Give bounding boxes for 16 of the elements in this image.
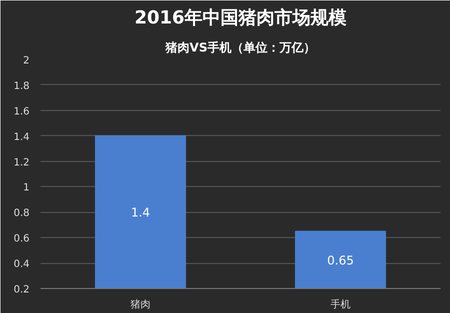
y-tick-label: 2 bbox=[23, 56, 30, 66]
x-tick-label: 手机 bbox=[330, 298, 350, 310]
y-tick-label: 0.4 bbox=[14, 259, 30, 270]
y-tick-label: 0.8 bbox=[14, 208, 30, 220]
y-tick-label: 0.2 bbox=[14, 284, 30, 296]
y-tick-label: 0.6 bbox=[14, 234, 30, 245]
chart-subtitle: 猪肉VS手机（单位：万亿） bbox=[164, 40, 316, 54]
x-tick-label: 猪肉 bbox=[130, 298, 150, 310]
chart-title: 2016年中国猪肉市场规模 bbox=[134, 8, 347, 28]
y-tick-label: 1.8 bbox=[14, 80, 30, 92]
data-label: 1.4 bbox=[130, 206, 150, 220]
y-tick-label: 1 bbox=[23, 182, 30, 194]
y-tick-label: 1.2 bbox=[14, 157, 30, 168]
y-tick-label: 1.4 bbox=[14, 132, 30, 143]
data-label: 0.65 bbox=[327, 253, 354, 268]
y-tick-label: 1.6 bbox=[14, 106, 30, 118]
